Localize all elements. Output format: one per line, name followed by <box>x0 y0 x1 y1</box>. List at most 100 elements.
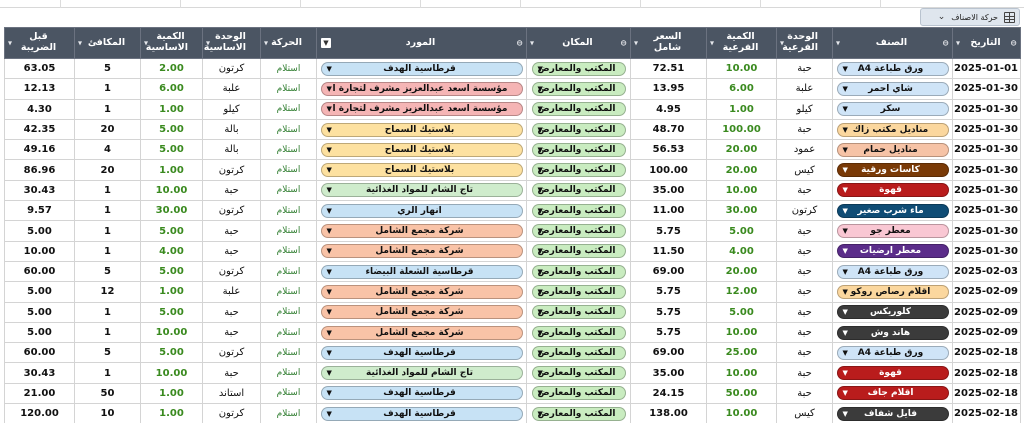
base-unit-cell[interactable]: كرتون <box>202 342 261 364</box>
supplier-dropdown[interactable]: شركة مجمع الشامل ▼ <box>320 284 523 299</box>
total-price-cell[interactable]: 138.00 <box>630 403 707 423</box>
dropdown-arrow-icon[interactable]: ▼ <box>326 186 332 195</box>
item-dropdown[interactable]: ورق طباعة A4 ▼ <box>836 345 949 360</box>
movement-cell[interactable]: استلام <box>260 260 317 283</box>
dropdown-arrow-icon[interactable]: ▼ <box>326 369 332 378</box>
equiv-cell[interactable]: 1 <box>74 200 141 222</box>
base-qty-cell[interactable]: 5.00 <box>140 301 203 323</box>
filter-icon[interactable]: ▾ <box>8 38 13 48</box>
dropdown-arrow-icon[interactable]: ▼ <box>326 328 332 337</box>
sub-qty-cell[interactable]: 100.00 <box>706 118 777 141</box>
item-cell[interactable]: قهوة ▼ <box>832 362 953 384</box>
movement-cell[interactable]: استلام <box>260 321 317 344</box>
movement-cell[interactable]: استلام <box>260 403 317 423</box>
filter-icon[interactable]: ▾ <box>144 38 149 48</box>
dropdown-arrow-icon[interactable]: ▼ <box>537 145 543 154</box>
item-cell[interactable]: كلوريكس ▼ <box>832 301 953 323</box>
place-cell[interactable]: المكتب والمعارض ▼ <box>526 159 631 181</box>
pretax-cell[interactable]: 86.96 <box>4 159 75 181</box>
item-dropdown[interactable]: مناديل حمام ▼ <box>836 142 949 157</box>
dropdown-arrow-icon[interactable]: ▼ <box>537 267 543 276</box>
item-dropdown[interactable]: قهوة ▼ <box>836 366 949 381</box>
pretax-cell[interactable]: 63.05 <box>4 57 75 80</box>
place-cell[interactable]: المكتب والمعارض ▼ <box>526 78 631 100</box>
total-price-cell[interactable]: 4.95 <box>630 98 707 120</box>
dropdown-arrow-icon[interactable]: ▼ <box>326 84 332 93</box>
equiv-cell[interactable]: 20 <box>74 159 141 181</box>
base-qty-cell[interactable]: 1.00 <box>140 403 203 423</box>
sub-qty-cell[interactable]: 5.00 <box>706 301 777 323</box>
base-unit-cell[interactable]: استاند <box>202 382 261 405</box>
supplier-dropdown[interactable]: قرطاسية الهدف ▼ <box>320 61 523 76</box>
header-movement[interactable]: الحركة ▾ <box>260 27 317 59</box>
total-price-cell[interactable]: 24.15 <box>630 382 707 405</box>
place-cell[interactable]: المكتب والمعارض ▼ <box>526 179 631 202</box>
sub-unit-cell[interactable]: حبة <box>776 240 833 262</box>
total-price-cell[interactable]: 13.95 <box>630 78 707 100</box>
item-cell[interactable]: اقلام رصاص روكو ▼ <box>832 281 953 303</box>
dropdown-arrow-icon[interactable]: ▼ <box>537 166 543 175</box>
place-dropdown[interactable]: المكتب والمعارض ▼ <box>531 224 626 239</box>
date-cell[interactable]: 2025-01-30 <box>952 118 1021 141</box>
dropdown-arrow-icon[interactable]: ▼ <box>537 84 543 93</box>
equiv-cell[interactable]: 20 <box>74 118 141 141</box>
item-dropdown[interactable]: اقلام رصاص روكو ▼ <box>836 284 949 299</box>
place-dropdown[interactable]: المكتب والمعارض ▼ <box>531 305 626 320</box>
supplier-cell[interactable]: بلاستيك السماح ▼ <box>316 118 527 141</box>
dropdown-arrow-icon[interactable]: ▼ <box>537 328 543 337</box>
pretax-cell[interactable]: 4.30 <box>4 98 75 120</box>
item-dropdown[interactable]: ورق طباعة A4 ▼ <box>836 264 949 279</box>
equiv-cell[interactable]: 1 <box>74 362 141 384</box>
dropdown-arrow-icon[interactable]: ▼ <box>842 308 848 317</box>
equiv-cell[interactable]: 1 <box>74 78 141 100</box>
item-dropdown[interactable]: معطر جو ▼ <box>836 224 949 239</box>
pretax-cell[interactable]: 5.00 <box>4 281 75 303</box>
supplier-dropdown[interactable]: قرطاسية الهدف ▼ <box>320 386 523 401</box>
place-cell[interactable]: المكتب والمعارض ▼ <box>526 301 631 323</box>
chevron-down-icon[interactable]: ⌄ <box>937 11 946 22</box>
supplier-dropdown[interactable]: بلاستيك السماح ▼ <box>320 122 523 137</box>
supplier-dropdown[interactable]: قرطاسية الهدف ▼ <box>320 345 523 360</box>
base-qty-cell[interactable]: 6.00 <box>140 78 203 100</box>
equiv-cell[interactable]: 10 <box>74 403 141 423</box>
pretax-cell[interactable]: 30.43 <box>4 362 75 384</box>
base-unit-cell[interactable]: علبة <box>202 281 261 303</box>
date-cell[interactable]: 2025-01-30 <box>952 179 1021 202</box>
supplier-dropdown[interactable]: مؤسسة اسعد عبدالعزيز مشرف لتجارة الجملة … <box>320 102 523 117</box>
sub-qty-cell[interactable]: 25.00 <box>706 342 777 364</box>
sub-qty-cell[interactable]: 30.00 <box>706 200 777 222</box>
movement-cell[interactable]: استلام <box>260 362 317 384</box>
sub-qty-cell[interactable]: 1.00 <box>706 98 777 120</box>
item-cell[interactable]: شاي احمر ▼ <box>832 78 953 100</box>
supplier-dropdown[interactable]: بلاستيك السماح ▼ <box>320 163 523 178</box>
supplier-cell[interactable]: شركة مجمع الشامل ▼ <box>316 240 527 262</box>
supplier-cell[interactable]: قرطاسية الهدف ▼ <box>316 342 527 364</box>
base-unit-cell[interactable]: كيلو <box>202 98 261 120</box>
item-dropdown[interactable]: كلوريكس ▼ <box>836 305 949 320</box>
base-unit-cell[interactable]: حبة <box>202 301 261 323</box>
filter-icon[interactable]: ▾ <box>780 38 785 48</box>
base-qty-cell[interactable]: 10.00 <box>140 179 203 202</box>
total-price-cell[interactable]: 5.75 <box>630 301 707 323</box>
sub-unit-cell[interactable]: كيس <box>776 403 833 423</box>
date-cell[interactable]: 2025-02-18 <box>952 403 1021 423</box>
place-cell[interactable]: المكتب والمعارض ▼ <box>526 118 631 141</box>
dropdown-arrow-icon[interactable]: ▼ <box>842 369 848 378</box>
item-dropdown[interactable]: ورق طباعة A4 ▼ <box>836 61 949 76</box>
movement-cell[interactable]: استلام <box>260 301 317 323</box>
supplier-cell[interactable]: تاج الشام للمواد الغذائية ▼ <box>316 179 527 202</box>
supplier-cell[interactable]: مؤسسة اسعد عبدالعزيز مشرف لتجارة الجملة … <box>316 98 527 120</box>
supplier-cell[interactable]: قرطاسية الهدف ▼ <box>316 57 527 80</box>
item-cell[interactable]: ورق طباعة A4 ▼ <box>832 342 953 364</box>
pretax-cell[interactable]: 5.00 <box>4 301 75 323</box>
supplier-cell[interactable]: تاج الشام للمواد الغذائية ▼ <box>316 362 527 384</box>
movement-cell[interactable]: استلام <box>260 240 317 262</box>
item-dropdown[interactable]: مناديل مكتب زاك ▼ <box>836 122 949 137</box>
sub-unit-cell[interactable]: حبة <box>776 57 833 80</box>
header-place[interactable]: ⊖ المكان ▾ <box>526 27 631 59</box>
pretax-cell[interactable]: 5.00 <box>4 220 75 242</box>
item-dropdown[interactable]: اقلام جاف ▼ <box>836 386 949 401</box>
supplier-dropdown[interactable]: بلاستيك السماح ▼ <box>320 142 523 157</box>
sub-qty-cell[interactable]: 12.00 <box>706 281 777 303</box>
dropdown-arrow-icon[interactable]: ▼ <box>842 64 848 73</box>
